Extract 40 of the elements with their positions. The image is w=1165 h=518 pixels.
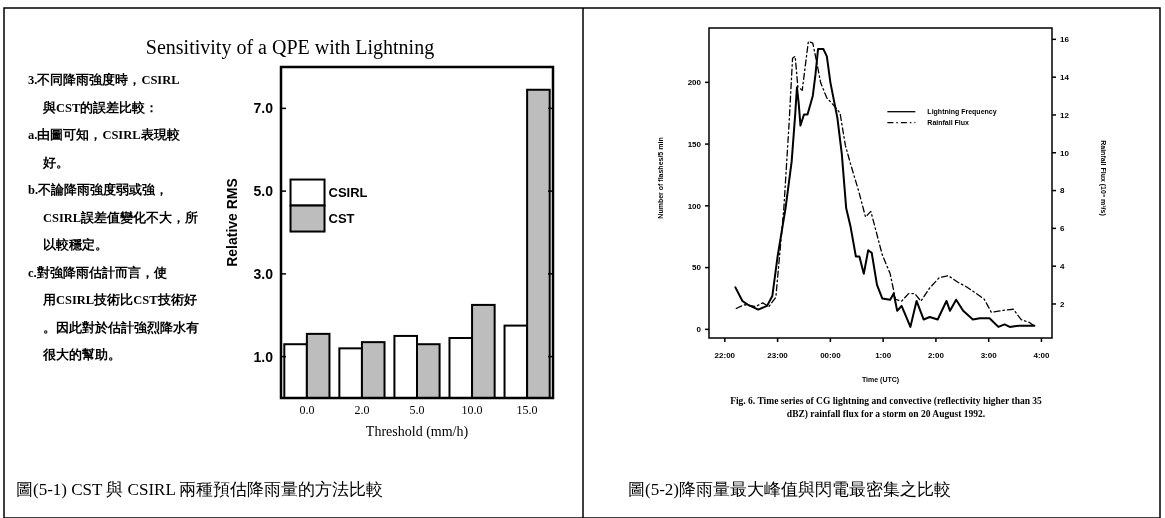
caption: Fig. 6. Time series of CG lightning and convective (reflectivity higher than 35 dBZ) rainfall flux for a storm on 20 August 1992.: [730, 396, 1043, 420]
x-tick-label: 00:00: [820, 351, 842, 360]
legend-label: CST: [328, 211, 355, 227]
text: 圖(5-1) CST 與 CSIRL 兩種預估降雨量的方法比較: [16, 480, 384, 499]
text: a.由圖可知，CSIRL表現較好。: [28, 128, 181, 170]
x-tick-label: 10.0: [461, 403, 483, 417]
x-tick-label: 0.0: [299, 403, 315, 417]
y2-tick-label: 4: [1060, 261, 1065, 271]
x-tick-label: 2:00: [927, 351, 945, 360]
y-axis-title: Relative RMS: [224, 178, 240, 267]
legend-label: CSIRL: [328, 185, 368, 201]
x-tick-label: 23:00: [767, 351, 789, 360]
text: 圖(5-2)降雨量最大峰值與閃電最密集之比較: [628, 480, 951, 499]
x-tick-label: 15.0: [516, 403, 538, 417]
y-tick-label: 7.0: [253, 100, 274, 117]
y-tick-label: 5.0: [253, 183, 274, 200]
y2-tick-label: 12: [1060, 110, 1070, 120]
y-tick-label: 200: [687, 78, 702, 88]
y-tick-label: 50: [692, 263, 702, 273]
x-tick-label: 2.0: [354, 403, 370, 417]
y-tick-label: 0: [696, 325, 702, 335]
x-axis-title: Threshold (mm/h): [365, 424, 469, 440]
y2-tick-label: 2: [1060, 299, 1065, 309]
chart-title: Sensitivity of a QPE with Lightning: [145, 36, 435, 59]
y-tick-label: 150: [687, 139, 702, 149]
y-tick-label: 100: [687, 201, 702, 211]
text: c.對強降雨估計而言，使用CSIRL技術比CST技術好。因此對於估計強烈降水有很大的幫助。: [28, 264, 199, 362]
x-tick-label: 3:00: [980, 351, 998, 360]
x-tick-label: 1:00: [875, 351, 892, 360]
y-tick-label: 1.0: [253, 348, 274, 365]
x-tick-label: 4:00: [1033, 351, 1050, 360]
y2-tick-label: 6: [1060, 224, 1065, 234]
x-tick-label: 5.0: [409, 403, 425, 417]
x-tick-label: 22:00: [714, 351, 736, 360]
y2-tick-label: 16: [1060, 35, 1070, 45]
y2-tick-label: 8: [1060, 186, 1065, 196]
y2-tick-label: 10: [1060, 148, 1070, 158]
y2-tick-label: 14: [1060, 72, 1070, 82]
y-tick-label: 3.0: [253, 265, 274, 282]
text: b.不論降雨強度弱或強，CSIRL誤差值變化不大，所以較穩定。: [28, 182, 199, 252]
